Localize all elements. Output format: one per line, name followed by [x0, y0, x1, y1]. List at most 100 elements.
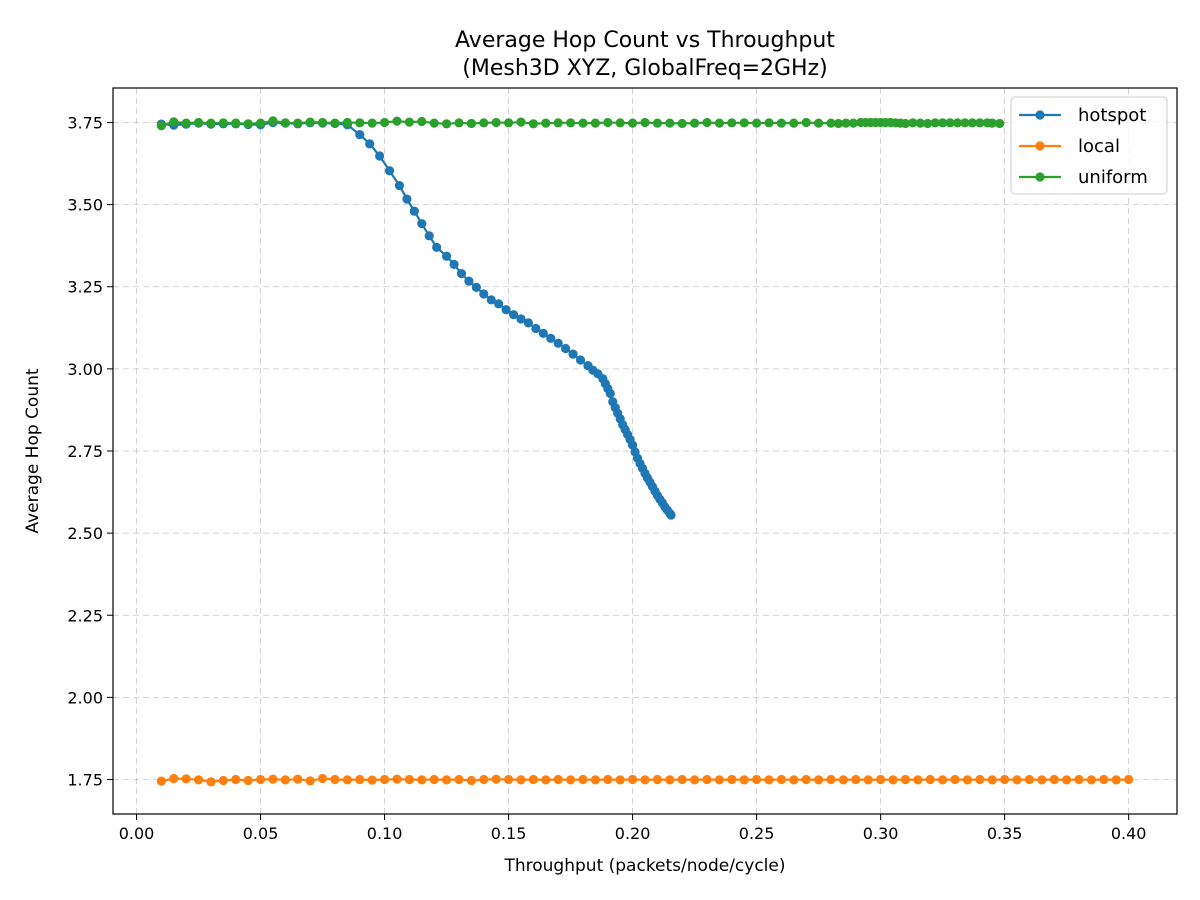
local-point: [1000, 774, 1010, 785]
uniform-point: [987, 118, 997, 128]
hotspot-point: [501, 305, 511, 315]
hotspot-point: [432, 242, 442, 252]
local-point: [268, 774, 278, 784]
uniform-point: [764, 118, 774, 128]
hotspot-point: [384, 166, 395, 176]
uniform-point: [652, 118, 663, 128]
x-axis: 0.00 0.05 0.10 0.15 0.20 0.25 0.30 0.35 0.40: [119, 814, 1147, 843]
hotspot-point: [546, 333, 556, 343]
y-tick-label: 2.50: [67, 524, 103, 543]
uniform-point: [330, 118, 340, 128]
uniform-point: [908, 118, 918, 128]
local-point: [243, 775, 253, 786]
x-tick-label: 0.05: [243, 824, 279, 843]
local-point: [417, 775, 427, 785]
local-point: [479, 774, 489, 785]
hotspot-point: [561, 343, 571, 354]
uniform-point: [578, 118, 588, 128]
x-tick-label: 0.10: [367, 824, 403, 843]
uniform-point: [156, 121, 166, 131]
local-point: [503, 774, 514, 785]
legend-box: [1010, 96, 1168, 195]
hotspot-point: [568, 349, 578, 359]
hotspot-point: [402, 194, 412, 204]
local-point: [280, 775, 290, 785]
local-point: [1012, 775, 1022, 785]
uniform-point: [553, 118, 563, 128]
uniform-point: [516, 117, 526, 127]
uniform-point: [923, 118, 933, 129]
x-tick-label: 0.00: [119, 824, 155, 843]
hotspot-point: [479, 289, 489, 299]
local-point: [342, 775, 352, 785]
uniform-point: [841, 118, 851, 128]
local-point: [1024, 774, 1035, 785]
local-point: [652, 774, 663, 785]
local-point: [913, 775, 923, 785]
uniform-point: [181, 118, 191, 128]
uniform-point: [355, 118, 365, 128]
local-point: [293, 774, 303, 784]
local-point: [169, 773, 179, 784]
uniform-point: [528, 119, 538, 129]
y-tick-label: 3.50: [67, 196, 103, 215]
uniform-point: [776, 118, 787, 128]
hotspot-point: [365, 139, 375, 149]
local-point: [727, 774, 737, 785]
local-point: [193, 775, 204, 785]
local-point: [578, 774, 588, 785]
x-tick-label: 0.35: [987, 824, 1023, 843]
legend-swatch-marker: [1035, 172, 1045, 182]
local-point: [491, 774, 501, 784]
y-tick-label: 3.75: [67, 113, 103, 132]
local-point: [838, 775, 849, 785]
y-tick-label: 2.75: [67, 442, 103, 461]
local-point: [1099, 774, 1109, 785]
local-point: [615, 775, 625, 785]
uniform-point: [960, 118, 970, 128]
local-point: [541, 775, 551, 785]
uniform-point: [702, 117, 712, 128]
uniform-point: [975, 118, 985, 128]
uniform-point: [967, 118, 977, 128]
uniform-point: [392, 116, 402, 126]
hotspot-point: [424, 231, 434, 241]
local-point: [776, 774, 787, 785]
x-tick-label: 0.40: [1111, 824, 1147, 843]
local-point: [789, 775, 799, 785]
uniform-point: [915, 118, 925, 128]
uniform-point: [628, 118, 638, 128]
local-point: [665, 775, 675, 785]
local-point: [231, 774, 241, 785]
uniform-point: [541, 118, 551, 128]
local-point: [590, 775, 601, 785]
local-point: [925, 774, 935, 785]
local-point: [900, 774, 911, 785]
uniform-point: [930, 118, 940, 128]
uniform-point: [342, 117, 352, 128]
hotspot-point: [375, 151, 385, 161]
uniform-point: [814, 118, 824, 128]
local-point: [987, 775, 997, 785]
local-point: [392, 774, 402, 784]
uniform-point: [417, 116, 427, 127]
local-point: [603, 774, 613, 785]
local-point: [404, 774, 414, 785]
uniform-point: [714, 118, 725, 128]
local-point: [1086, 775, 1097, 785]
hotspot-point: [456, 269, 467, 279]
local-point: [1124, 774, 1134, 785]
uniform-point: [169, 117, 179, 127]
uniform-point: [938, 118, 948, 128]
legend-item-uniform: uniform: [1019, 167, 1148, 188]
x-tick-label: 0.20: [615, 824, 651, 843]
uniform-point: [565, 118, 576, 128]
local-point: [1111, 775, 1121, 785]
y-tick-label: 3.00: [67, 360, 103, 379]
local-point: [565, 775, 576, 785]
y-tick-label: 2.00: [67, 688, 103, 707]
uniform-point: [752, 118, 762, 128]
local-point: [379, 774, 390, 785]
legend-swatch-marker: [1035, 141, 1045, 151]
uniform-point: [640, 117, 650, 128]
